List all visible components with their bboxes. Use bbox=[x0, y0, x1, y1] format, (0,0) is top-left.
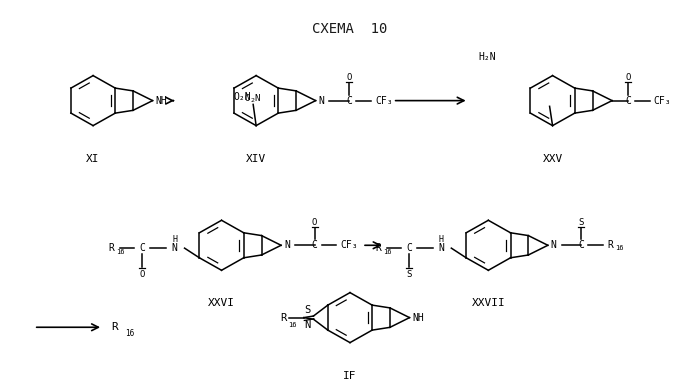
Text: N: N bbox=[438, 243, 444, 253]
Text: H: H bbox=[172, 235, 177, 244]
Text: IF: IF bbox=[343, 371, 357, 381]
Text: N: N bbox=[284, 240, 290, 250]
Text: O₂N: O₂N bbox=[234, 92, 251, 102]
Text: C: C bbox=[312, 240, 318, 250]
Text: 16: 16 bbox=[125, 328, 134, 337]
Text: C: C bbox=[406, 243, 412, 253]
Text: O: O bbox=[245, 94, 250, 103]
Text: C: C bbox=[625, 96, 631, 106]
Text: NH: NH bbox=[155, 96, 167, 106]
Text: XXVI: XXVI bbox=[208, 298, 235, 308]
Text: N: N bbox=[172, 243, 178, 253]
Text: C: C bbox=[346, 96, 352, 106]
Text: O: O bbox=[625, 73, 631, 82]
Text: XIV: XIV bbox=[246, 154, 266, 164]
Text: R: R bbox=[607, 240, 613, 250]
Text: O: O bbox=[312, 218, 317, 227]
Text: CF₃: CF₃ bbox=[375, 96, 393, 106]
Text: N: N bbox=[304, 320, 310, 330]
Text: N: N bbox=[551, 240, 556, 250]
Text: C: C bbox=[139, 243, 145, 253]
Text: CF₃: CF₃ bbox=[340, 240, 358, 250]
Text: N: N bbox=[318, 96, 325, 106]
Text: R: R bbox=[108, 243, 114, 253]
Text: CF₃: CF₃ bbox=[654, 96, 671, 106]
Text: H: H bbox=[439, 235, 444, 244]
Text: NH: NH bbox=[412, 313, 424, 323]
Text: 16: 16 bbox=[383, 249, 392, 255]
Text: $_2$N: $_2$N bbox=[250, 92, 261, 105]
Text: S: S bbox=[406, 270, 412, 279]
Text: C: C bbox=[578, 240, 584, 250]
Text: R: R bbox=[280, 313, 286, 323]
Text: 16: 16 bbox=[116, 249, 125, 255]
Text: R: R bbox=[111, 322, 118, 332]
Text: O: O bbox=[346, 73, 352, 82]
Text: H₂N: H₂N bbox=[479, 52, 496, 62]
Text: XXV: XXV bbox=[542, 154, 563, 164]
Text: S: S bbox=[304, 305, 310, 315]
Text: S: S bbox=[579, 218, 584, 227]
Text: CXEMA  10: CXEMA 10 bbox=[312, 22, 388, 36]
Text: 16: 16 bbox=[615, 245, 624, 251]
Text: R: R bbox=[375, 243, 382, 253]
Text: O: O bbox=[139, 270, 145, 279]
Text: XXVII: XXVII bbox=[472, 298, 505, 308]
Text: 16: 16 bbox=[288, 322, 297, 328]
Text: XI: XI bbox=[86, 154, 100, 164]
